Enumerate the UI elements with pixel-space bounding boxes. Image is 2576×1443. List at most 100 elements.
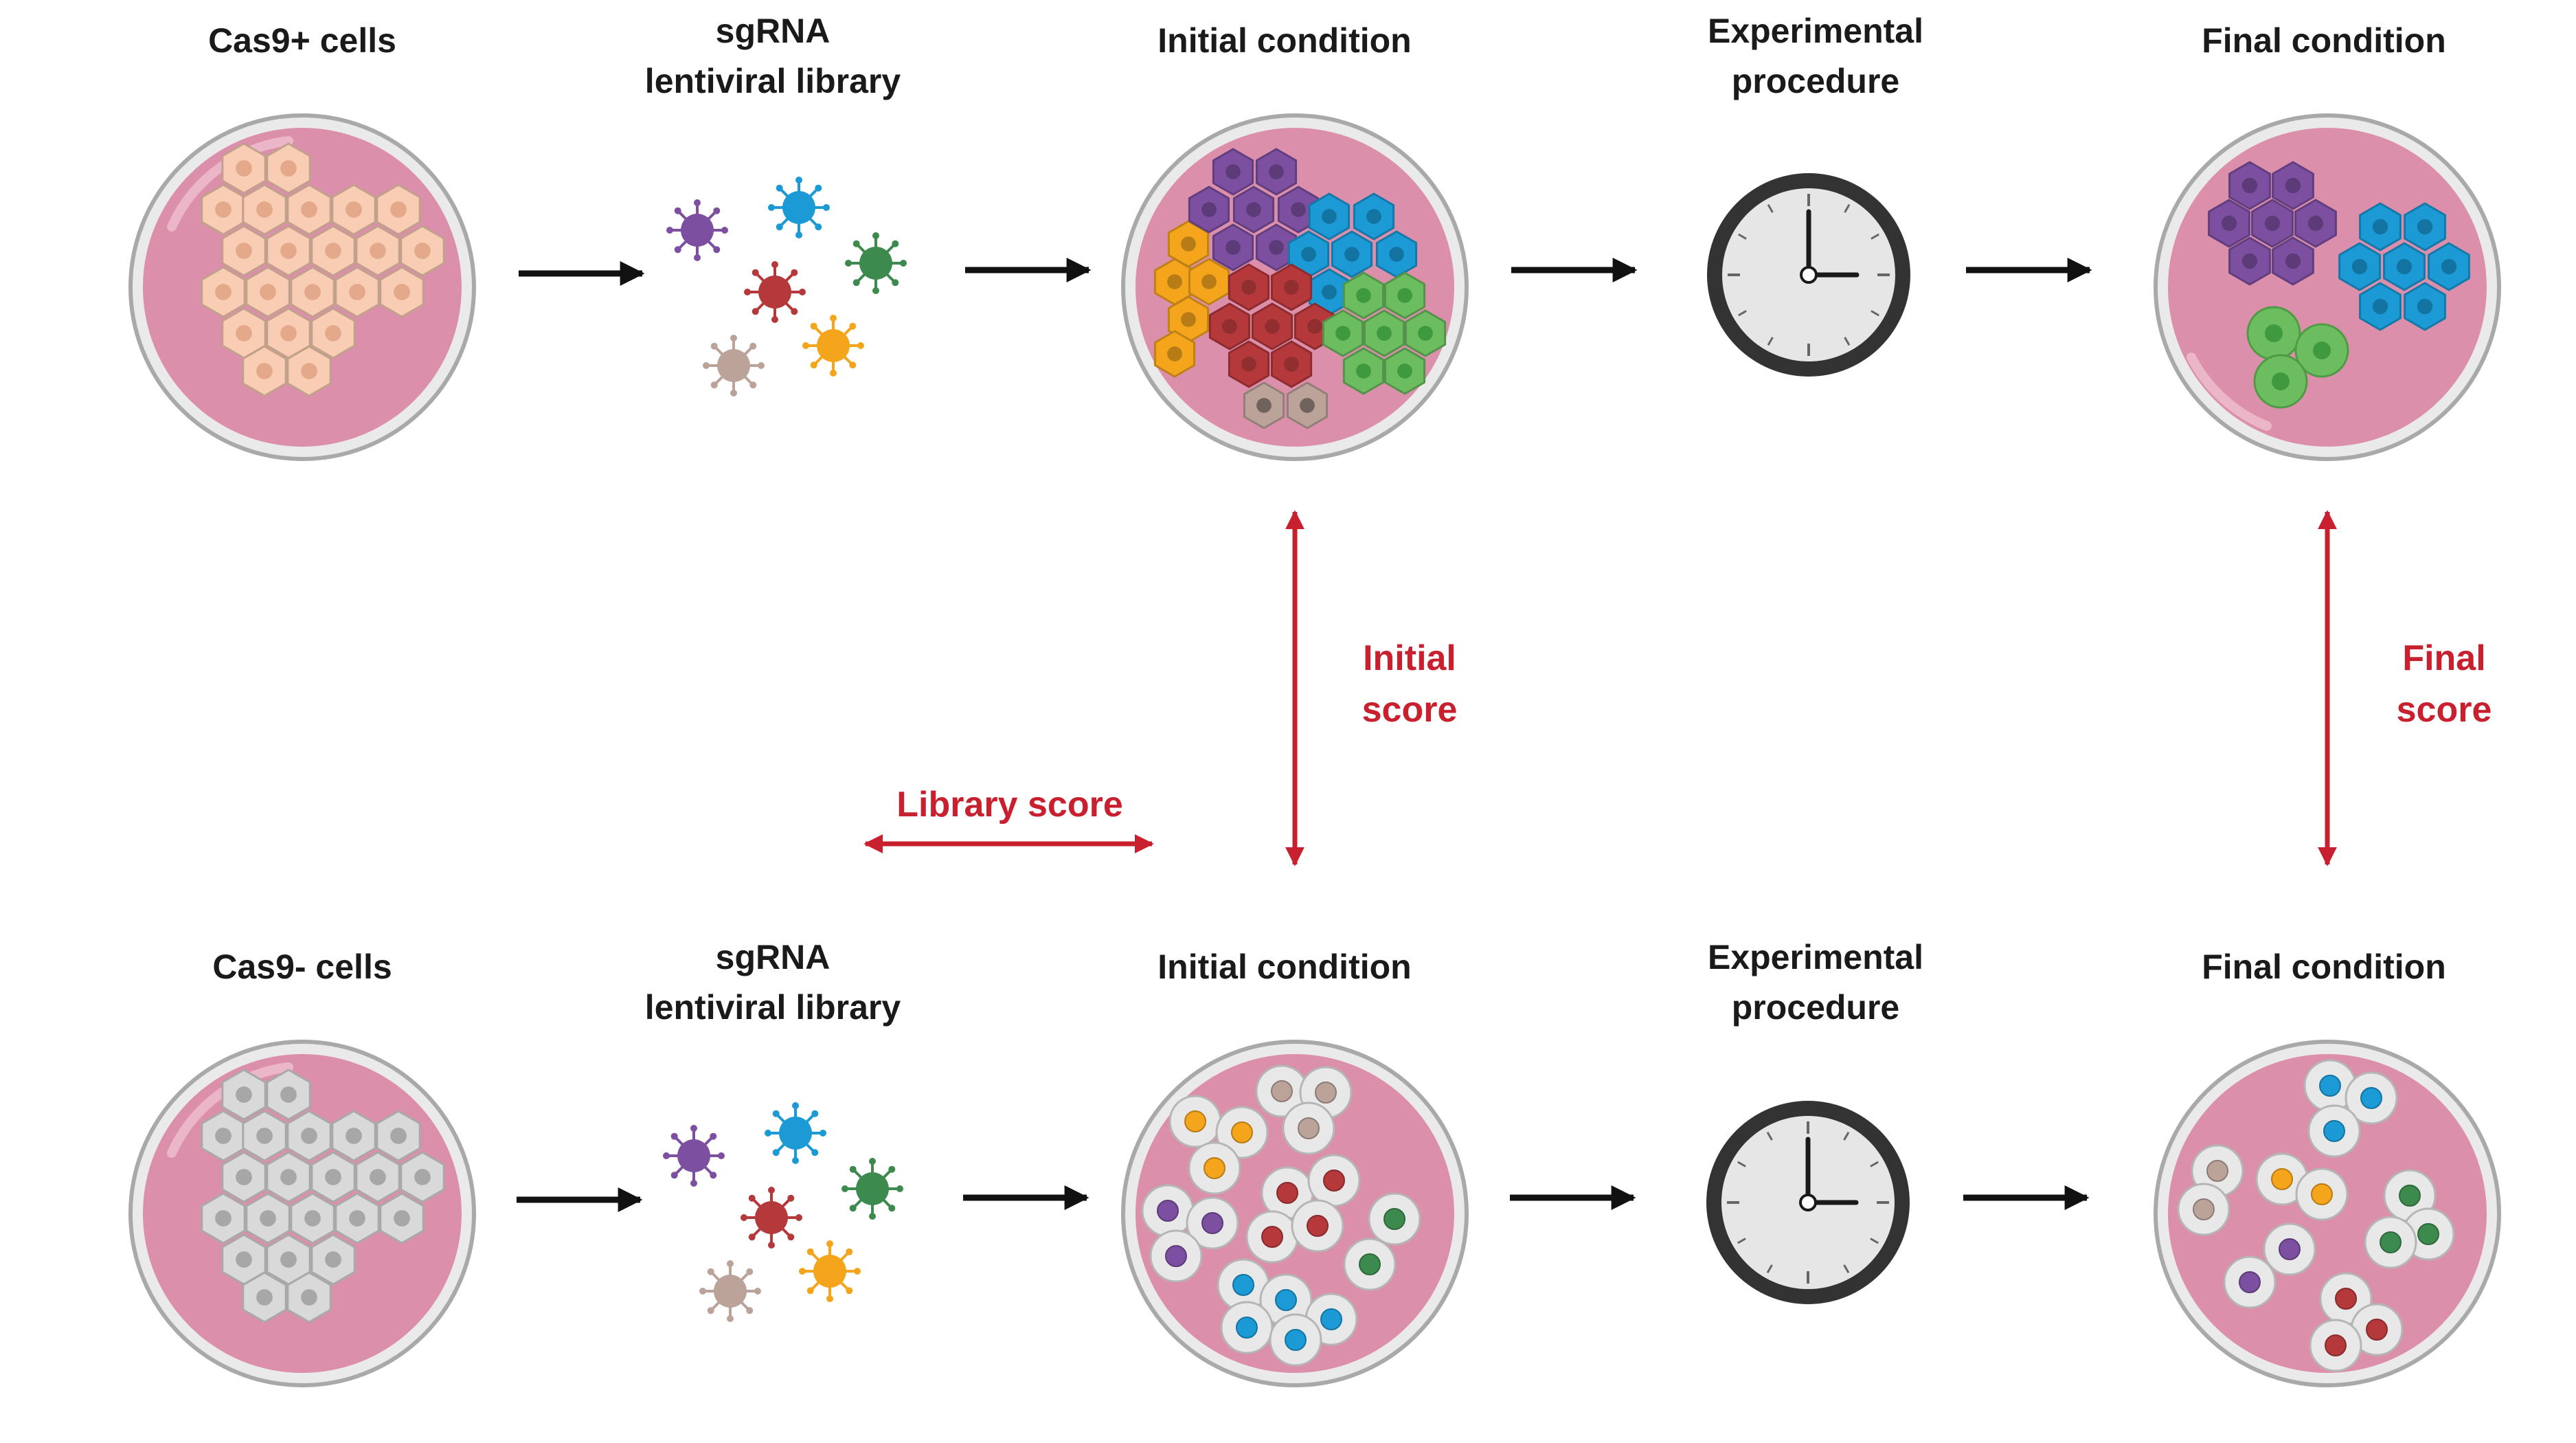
cell — [1243, 381, 1285, 429]
bi-green-cells — [1343, 1192, 1421, 1291]
cell — [286, 1110, 332, 1162]
cell — [2177, 1183, 2230, 1236]
cell — [1322, 309, 1364, 357]
cas9-negative-cell-cluster — [201, 1069, 445, 1323]
top-orange-virus-icon — [802, 315, 864, 377]
cell — [1383, 271, 1426, 320]
cell — [2338, 242, 2381, 291]
cell — [1228, 263, 1270, 311]
cell — [379, 266, 425, 318]
top-experimental-label-line1: Experimental — [1708, 12, 1923, 50]
cell — [201, 266, 246, 318]
cell — [1188, 186, 1230, 234]
library-score-label: Library score — [896, 785, 1123, 825]
initial-orange-cluster — [1153, 220, 1230, 378]
top-library-label-line2: lentiviral library — [645, 62, 901, 100]
cas9-negative-label: Cas9- cells — [212, 948, 392, 986]
cell — [1331, 230, 1373, 278]
cell — [1404, 309, 1447, 357]
initial-tan-cluster — [1243, 381, 1329, 429]
bottom-experimental-label-line2: procedure — [1732, 988, 1900, 1027]
bottom-purple-virus-icon — [663, 1125, 725, 1187]
bi-blue-cells — [1217, 1258, 1358, 1367]
score-labels: Initial score Final score Library score — [896, 638, 2492, 825]
cell — [2404, 282, 2446, 331]
cell — [1149, 1229, 1203, 1283]
bottom-final-condition-label: Final condition — [2202, 948, 2446, 986]
top-purple-virus-icon — [666, 199, 728, 261]
cell — [1291, 1199, 1344, 1253]
cell — [2307, 1104, 2361, 1158]
final-blue-cluster — [2338, 202, 2470, 331]
top-final-condition-label: Final condition — [2202, 21, 2446, 60]
cell — [2228, 236, 2271, 286]
top-green-virus-icon — [845, 232, 907, 294]
cell — [1208, 302, 1251, 350]
cell — [2208, 199, 2250, 248]
cell — [1188, 258, 1230, 306]
cell — [1383, 347, 1426, 395]
cell — [376, 1110, 421, 1162]
clock-layer — [1706, 173, 1910, 1304]
cell — [2294, 199, 2337, 248]
score-arrows — [863, 510, 2337, 866]
bf-tan-cells — [2177, 1144, 2244, 1236]
cell — [1308, 192, 1351, 240]
cell — [2359, 202, 2402, 251]
cell — [2295, 1167, 2349, 1221]
final-green-cluster — [2246, 306, 2349, 409]
cell — [2272, 161, 2314, 210]
cell — [355, 225, 400, 277]
virus-layer — [663, 177, 907, 1322]
cell — [201, 1192, 246, 1244]
cell — [335, 1192, 380, 1244]
cell — [221, 142, 267, 194]
bi-red-cells — [1245, 1154, 1361, 1264]
cell — [2345, 1071, 2398, 1125]
top-clock-icon — [1707, 173, 1910, 377]
cell — [286, 183, 332, 236]
bottom-clock-icon — [1706, 1101, 1910, 1304]
bottom-library-label-line2: lentiviral library — [645, 988, 901, 1027]
top-red-virus-icon — [744, 261, 806, 323]
cell — [1269, 1313, 1322, 1367]
cell — [1215, 1106, 1269, 1159]
bottom-library-label-line1: sgRNA — [716, 938, 831, 976]
cell — [290, 1192, 335, 1244]
cell — [2428, 242, 2470, 291]
cell — [1153, 330, 1196, 378]
cell — [266, 225, 311, 277]
cell — [266, 142, 311, 194]
cell — [242, 1271, 287, 1323]
cells-layer — [201, 142, 2470, 1372]
cell — [245, 266, 291, 318]
bottom-tan-virus-icon — [699, 1260, 761, 1322]
cell — [1228, 340, 1270, 388]
cell — [2223, 1255, 2276, 1309]
initial-score-label-line1: Initial — [1363, 638, 1456, 678]
top-tan-virus-icon — [703, 335, 765, 396]
cell — [1307, 1154, 1361, 1207]
cell — [2272, 236, 2314, 286]
cell — [1270, 263, 1313, 311]
cell — [286, 1271, 332, 1323]
cell — [1141, 1184, 1195, 1238]
cell — [379, 1192, 425, 1244]
cell — [242, 183, 287, 236]
cell — [1255, 223, 1298, 271]
cell — [286, 345, 332, 397]
bf-orange-cells — [2255, 1152, 2349, 1221]
cell — [1363, 309, 1405, 357]
cell — [266, 1069, 311, 1121]
cell — [221, 225, 267, 277]
cell — [1212, 223, 1254, 271]
cell — [1286, 381, 1329, 429]
bottom-row-labels: Cas9- cells sgRNA lentiviral library Ini… — [212, 938, 2445, 1027]
cell — [1186, 1196, 1239, 1250]
cell — [310, 225, 356, 277]
bf-purple-cells — [2223, 1222, 2316, 1309]
cell — [355, 1151, 400, 1203]
cell — [2364, 1216, 2417, 1269]
cell — [2383, 242, 2426, 291]
cas9-positive-cell-cluster — [201, 142, 445, 397]
